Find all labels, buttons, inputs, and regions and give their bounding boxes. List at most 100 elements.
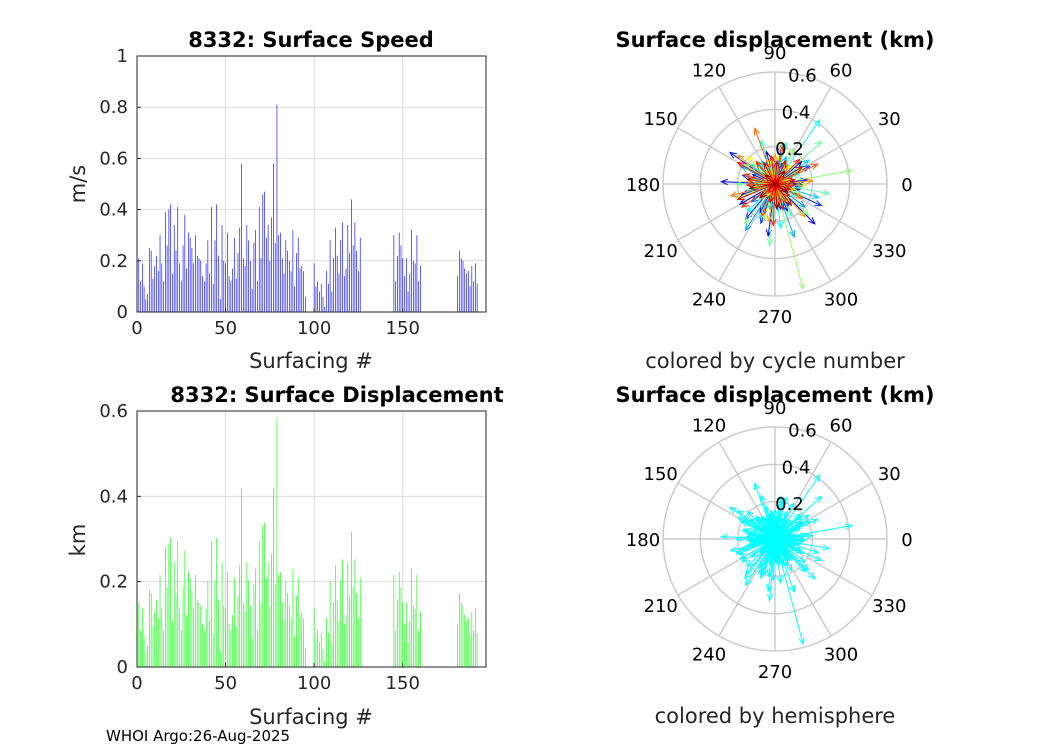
arrow-head bbox=[814, 555, 823, 562]
bar bbox=[235, 278, 237, 312]
bar bbox=[152, 626, 154, 667]
bar bbox=[257, 630, 258, 667]
bar bbox=[184, 550, 186, 667]
bar bbox=[182, 245, 184, 312]
y-tick-label: 0 bbox=[117, 657, 128, 678]
bar bbox=[253, 242, 255, 312]
arrow-head bbox=[759, 191, 767, 199]
bar bbox=[232, 614, 233, 667]
bar bbox=[471, 611, 473, 667]
bar bbox=[281, 258, 283, 312]
bar bbox=[473, 630, 474, 667]
bar bbox=[234, 237, 235, 312]
arrow-head bbox=[759, 560, 766, 569]
arrow-head bbox=[773, 201, 780, 210]
displacement-arrow bbox=[774, 160, 787, 185]
speed-ylabel: m/s bbox=[66, 165, 90, 203]
bar bbox=[184, 214, 186, 312]
arrow-head bbox=[808, 217, 816, 225]
arrow-head bbox=[742, 528, 752, 535]
bar bbox=[313, 608, 315, 667]
bar bbox=[285, 580, 287, 667]
displacement-arrow bbox=[730, 538, 776, 552]
arrow-head bbox=[792, 173, 802, 180]
arrow-head bbox=[761, 209, 767, 218]
polar-cycle-labels: 0 30 60 90 120 150 180 210 240 270 300 330 0.2 0.4 0.6 bbox=[626, 43, 913, 328]
bar bbox=[409, 620, 411, 667]
arrow-head bbox=[799, 181, 808, 189]
bar bbox=[313, 263, 315, 312]
displacement-arrow bbox=[774, 119, 821, 185]
polar-angle-label: 150 bbox=[644, 464, 678, 485]
bar bbox=[405, 258, 407, 312]
arrow-head bbox=[808, 572, 816, 580]
displacement-arrow bbox=[774, 516, 778, 540]
bar bbox=[320, 283, 322, 312]
displacement-arrow bbox=[774, 183, 778, 209]
arrow-head bbox=[810, 518, 819, 525]
displacement-arrow bbox=[774, 515, 787, 540]
polar-radius-label: 0.2 bbox=[775, 494, 804, 515]
arrow-head bbox=[814, 140, 823, 148]
bar bbox=[326, 271, 327, 312]
arrow-head bbox=[755, 515, 763, 524]
polar-radius-label: 0.4 bbox=[782, 457, 811, 478]
bar bbox=[166, 245, 168, 312]
bar bbox=[335, 227, 336, 312]
arrow-head bbox=[813, 119, 821, 128]
bar bbox=[161, 263, 163, 312]
arrow-head bbox=[795, 547, 804, 554]
bar bbox=[198, 258, 200, 312]
bar bbox=[223, 260, 225, 312]
bar bbox=[246, 224, 248, 312]
bar bbox=[462, 260, 464, 312]
bar bbox=[274, 584, 276, 667]
arrow-head bbox=[770, 218, 777, 227]
arrow-head bbox=[798, 555, 806, 563]
bar bbox=[414, 608, 416, 667]
polar-cycle-title: Surface displacement (km) bbox=[615, 28, 934, 52]
bar bbox=[402, 258, 404, 312]
arrow-head bbox=[768, 550, 775, 559]
speed-yticks: 0 0.2 0.4 0.6 0.8 1 bbox=[99, 46, 141, 323]
bar bbox=[195, 574, 196, 667]
arrow-head bbox=[813, 474, 821, 483]
bar bbox=[319, 291, 320, 312]
arrow-head bbox=[768, 154, 776, 163]
arrow-head bbox=[743, 216, 752, 225]
arrow-head bbox=[753, 482, 760, 491]
arrow-head bbox=[778, 525, 786, 534]
arrow-head bbox=[781, 518, 788, 527]
bar bbox=[170, 538, 171, 667]
bar bbox=[340, 580, 342, 667]
polar-angle-label: 240 bbox=[692, 289, 726, 310]
polar-angle-label: 180 bbox=[626, 530, 660, 551]
displacement-arrow bbox=[772, 183, 776, 226]
bar bbox=[145, 651, 147, 667]
arrow-head bbox=[793, 513, 801, 521]
bar bbox=[413, 260, 414, 312]
bar bbox=[205, 263, 207, 312]
displacement-axes-box bbox=[136, 410, 487, 668]
bar bbox=[457, 276, 458, 312]
bar bbox=[304, 648, 306, 667]
bar bbox=[255, 568, 257, 667]
bar bbox=[342, 222, 343, 312]
polar-angle-label: 330 bbox=[872, 241, 906, 262]
arrow-head bbox=[811, 192, 820, 199]
bar bbox=[212, 283, 214, 312]
bar bbox=[393, 574, 395, 667]
displacement-plot-area bbox=[137, 411, 486, 667]
bar bbox=[165, 547, 166, 667]
polar-cycle-arrows bbox=[720, 119, 854, 291]
bar bbox=[324, 306, 326, 312]
displacement-arrow bbox=[744, 173, 776, 185]
arrow-head bbox=[786, 209, 793, 218]
bar bbox=[397, 255, 398, 312]
displacement-arrow bbox=[763, 517, 776, 540]
displacement-arrow bbox=[774, 158, 801, 185]
displacement-arrow bbox=[755, 161, 776, 185]
polar-angle-label: 300 bbox=[824, 644, 858, 665]
bar bbox=[274, 242, 276, 312]
